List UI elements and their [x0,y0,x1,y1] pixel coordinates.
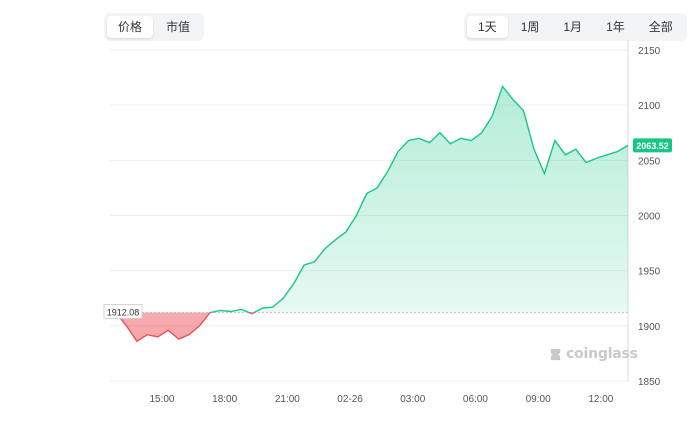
metric-tabs: 价格 市值 [104,13,205,41]
tab-range-1m[interactable]: 1月 [563,20,583,34]
last-price-badge [633,138,672,153]
tab-range-1d[interactable]: 1天 [467,16,508,38]
series-line-down [115,312,256,343]
x-tick-label: 06:00 [463,394,488,405]
y-tick-label: 1950 [638,267,661,278]
y-tick-label: 1850 [638,377,661,388]
range-tabs: 1天 1周 1月 1年 全部 [464,13,687,41]
y-tick-label: 2000 [638,212,661,223]
tab-range-1y[interactable]: 1年 [606,20,625,34]
watermark-text: coinglass [566,346,638,362]
y-tick-label: 1900 [638,322,661,333]
y-tick-label: 2150 [638,46,661,57]
area-fill-down [116,312,255,342]
coinglass-watermark: coinglass [548,346,638,362]
tab-range-1w[interactable]: 1周 [520,20,540,34]
y-tick-label: 2100 [638,101,661,112]
tab-market-cap[interactable]: 市值 [166,20,191,34]
x-tick-label: 02-26 [337,394,363,405]
series-line-up [116,84,629,313]
tab-range-all[interactable]: 全部 [648,20,673,34]
baseline-label-box [103,304,143,319]
x-tick-label: 09:00 [526,394,551,405]
x-tick-label: 21:00 [275,394,300,405]
coinglass-logo-icon [550,348,561,360]
baseline-label: 1912.08 [107,308,140,318]
tab-price[interactable]: 价格 [107,16,154,38]
x-tick-label: 12:00 [588,394,613,405]
area-fill-up [116,86,628,313]
last-price-label: 2063.52 [636,141,669,151]
x-tick-label: 18:00 [212,394,237,405]
x-tick-label: 03:00 [400,394,425,405]
x-tick-label: 15:00 [149,394,174,405]
y-tick-label: 2050 [638,156,661,167]
